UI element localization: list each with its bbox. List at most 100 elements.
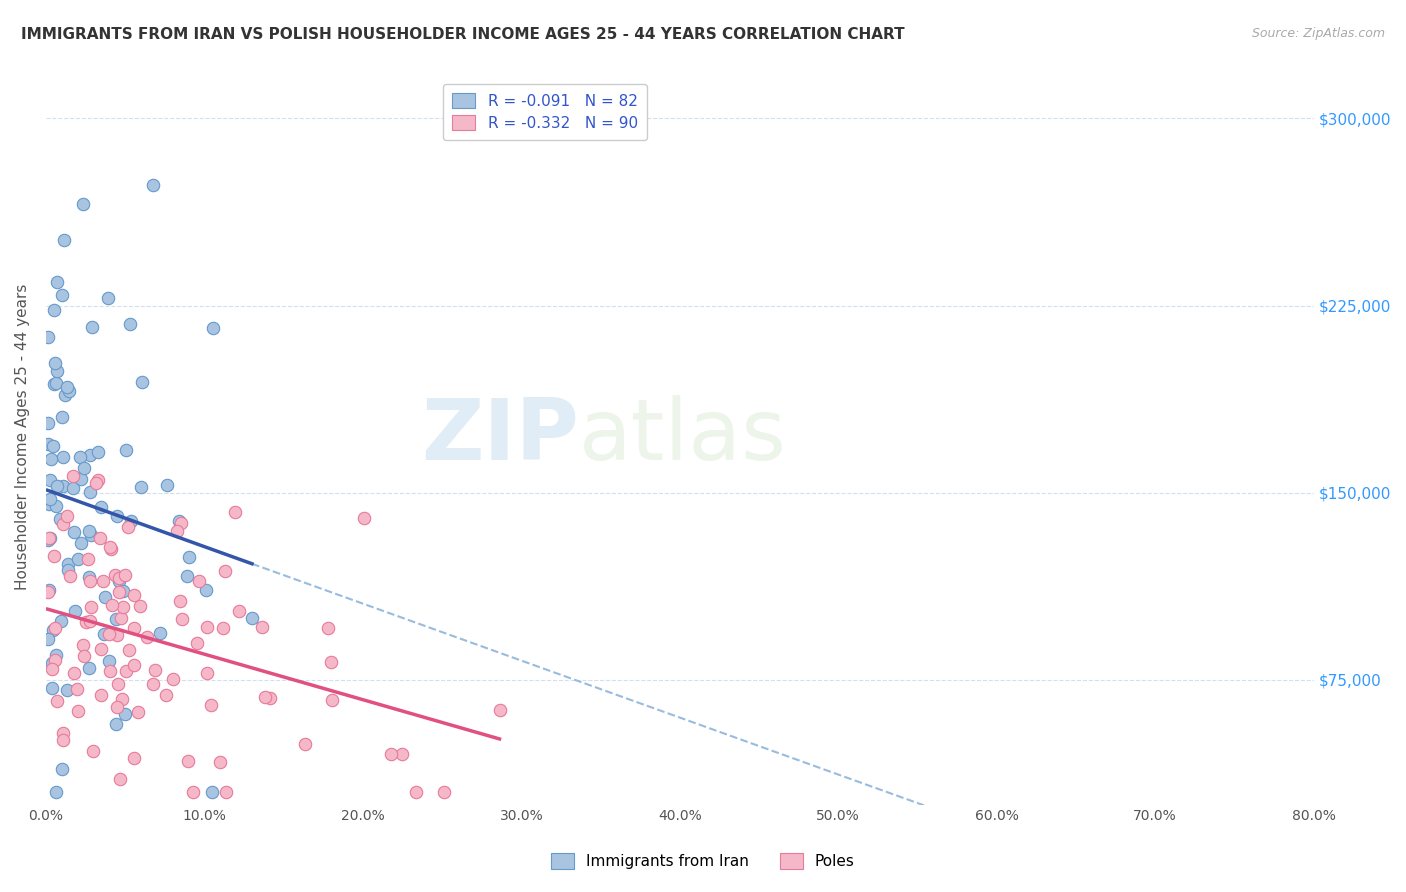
Point <box>63 665 86 680</box>
Point <box>101 599 124 613</box>
Point <box>84 475 107 490</box>
Point <box>111 692 134 706</box>
Point <box>79 661 101 675</box>
Point <box>56 683 79 698</box>
Point <box>46 275 69 289</box>
Legend: Immigrants from Iran, Poles: Immigrants from Iran, Poles <box>546 847 860 875</box>
Point <box>52 233 75 247</box>
Point <box>100 541 122 556</box>
Point <box>79 524 101 538</box>
Point <box>319 655 342 669</box>
Point <box>107 676 129 690</box>
Point <box>170 516 193 531</box>
Point <box>118 317 141 331</box>
Point <box>103 568 125 582</box>
Point <box>105 508 128 523</box>
Point <box>214 564 236 578</box>
Point <box>56 563 79 577</box>
Point <box>44 621 66 635</box>
Point <box>46 694 69 708</box>
Point <box>122 751 145 765</box>
Point <box>433 785 456 799</box>
Point <box>89 531 111 545</box>
Point <box>52 517 75 532</box>
Point <box>38 473 60 487</box>
Point <box>66 682 89 697</box>
Point <box>62 481 84 495</box>
Point <box>45 648 67 663</box>
Point <box>117 519 139 533</box>
Point <box>79 574 101 588</box>
Point <box>45 499 67 513</box>
Point <box>176 569 198 583</box>
Point <box>380 747 402 761</box>
Point <box>86 474 108 488</box>
Point <box>120 514 142 528</box>
Point <box>38 531 60 545</box>
Point <box>156 477 179 491</box>
Point <box>72 461 94 475</box>
Point <box>112 600 135 615</box>
Point <box>51 288 73 302</box>
Point <box>108 571 131 585</box>
Point <box>58 558 80 572</box>
Point <box>215 785 238 799</box>
Point <box>488 703 510 717</box>
Point <box>321 693 343 707</box>
Point <box>181 785 204 799</box>
Point <box>67 552 90 566</box>
Point <box>62 468 84 483</box>
Point <box>142 677 165 691</box>
Point <box>93 627 115 641</box>
Point <box>37 437 59 451</box>
Point <box>41 681 63 695</box>
Point <box>195 582 218 597</box>
Point <box>353 510 375 524</box>
Point <box>73 648 96 663</box>
Point <box>41 662 63 676</box>
Point <box>37 585 59 599</box>
Point <box>91 574 114 588</box>
Point <box>45 376 67 391</box>
Legend: R = -0.091   N = 82, R = -0.332   N = 90: R = -0.091 N = 82, R = -0.332 N = 90 <box>443 84 647 140</box>
Point <box>80 600 103 615</box>
Point <box>80 528 103 542</box>
Point <box>37 417 59 431</box>
Point <box>52 479 75 493</box>
Point <box>405 785 427 799</box>
Point <box>143 663 166 677</box>
Text: atlas: atlas <box>578 395 786 478</box>
Point <box>115 664 138 678</box>
Point <box>77 552 100 566</box>
Point <box>110 611 132 625</box>
Point <box>38 497 60 511</box>
Point <box>117 642 139 657</box>
Point <box>253 690 276 705</box>
Point <box>195 620 218 634</box>
Point <box>98 627 121 641</box>
Point <box>212 621 235 635</box>
Point <box>240 610 263 624</box>
Point <box>79 484 101 499</box>
Point <box>105 699 128 714</box>
Point <box>42 549 65 563</box>
Point <box>69 450 91 465</box>
Point <box>56 380 79 394</box>
Point <box>169 593 191 607</box>
Point <box>38 531 60 545</box>
Point <box>49 615 72 629</box>
Point <box>107 628 129 642</box>
Point <box>70 471 93 485</box>
Point <box>42 377 65 392</box>
Point <box>127 706 149 720</box>
Point <box>228 604 250 618</box>
Point <box>108 584 131 599</box>
Point <box>79 448 101 462</box>
Point <box>124 621 146 635</box>
Point <box>63 604 86 618</box>
Point <box>186 636 208 650</box>
Point <box>62 525 84 540</box>
Point <box>97 291 120 305</box>
Point <box>37 533 59 548</box>
Point <box>42 624 65 638</box>
